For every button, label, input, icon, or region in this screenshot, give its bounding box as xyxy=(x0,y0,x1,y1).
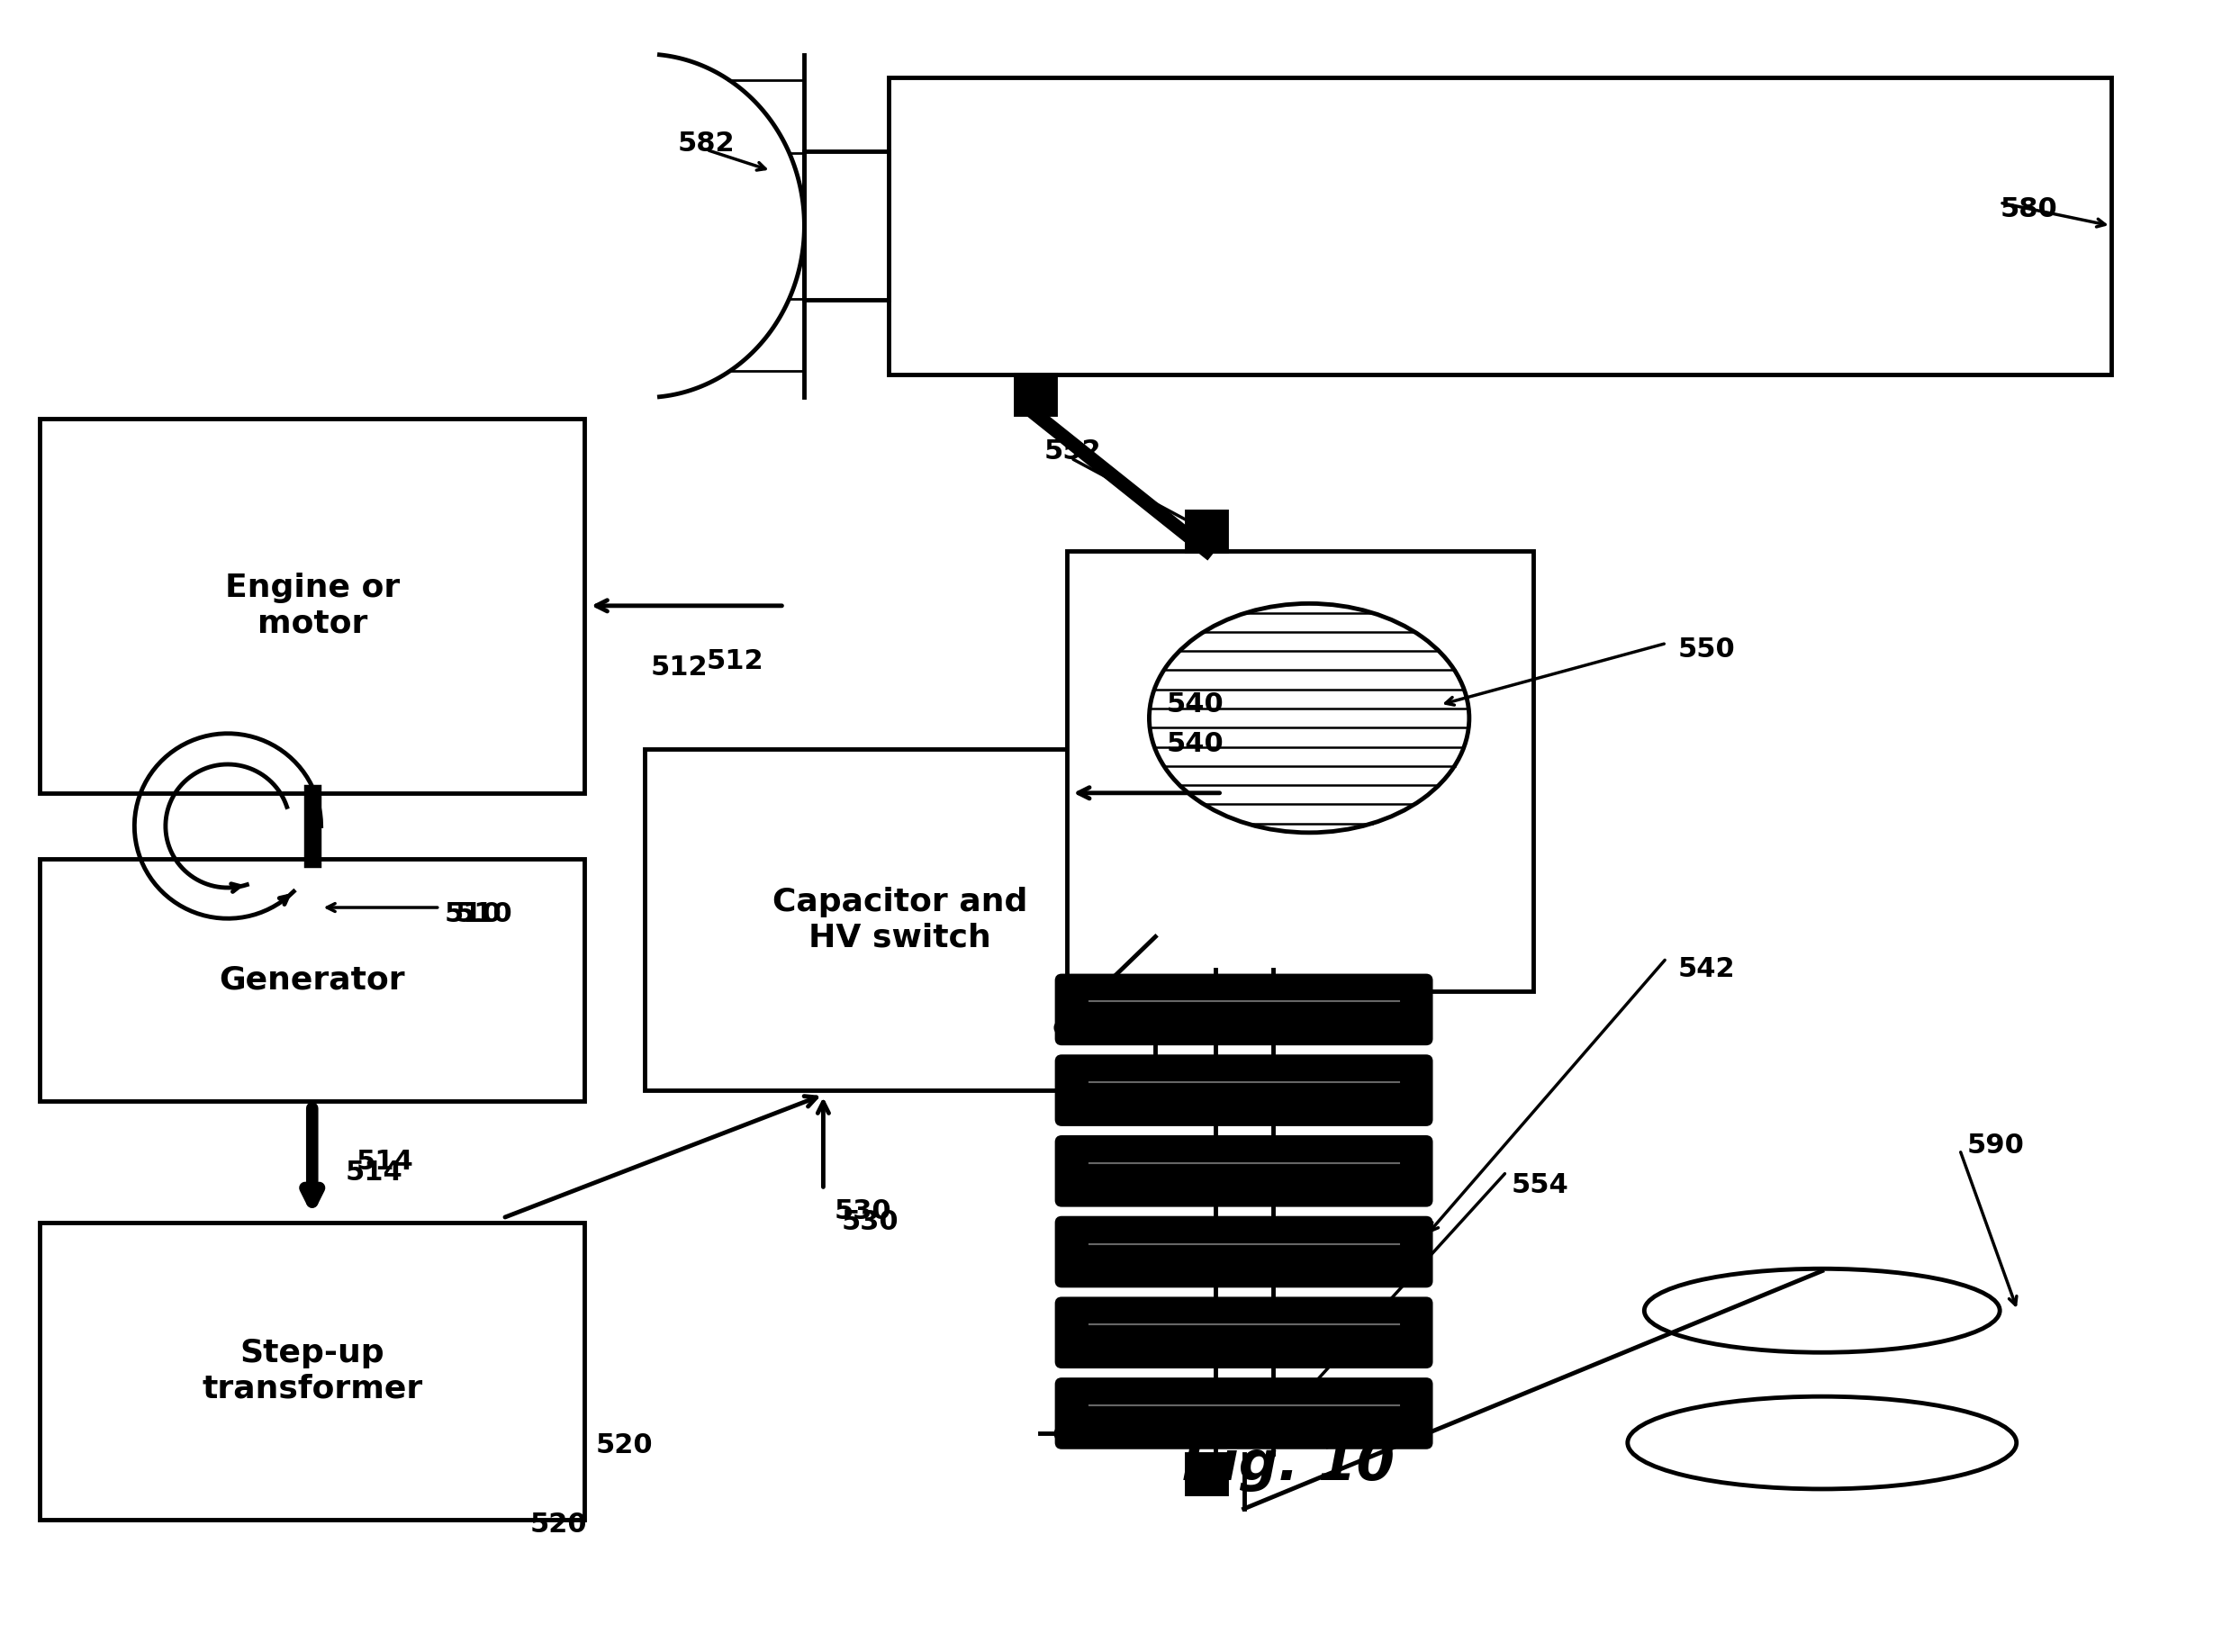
Bar xyxy=(40,1222,584,1520)
Bar xyxy=(1187,1454,1227,1493)
Bar xyxy=(40,859,584,1102)
Text: Step-up
transformer: Step-up transformer xyxy=(202,1338,422,1404)
Ellipse shape xyxy=(1627,1396,2018,1488)
Bar xyxy=(1187,510,1227,550)
Text: 540: 540 xyxy=(1167,692,1224,719)
Text: 550: 550 xyxy=(1678,636,1735,662)
Text: 510: 510 xyxy=(456,900,513,927)
Text: 542: 542 xyxy=(1678,957,1735,983)
FancyBboxPatch shape xyxy=(1058,1218,1431,1287)
FancyBboxPatch shape xyxy=(1055,1137,1431,1206)
Text: 552: 552 xyxy=(1044,438,1102,464)
Text: 582: 582 xyxy=(678,131,735,157)
Bar xyxy=(644,748,1155,1090)
Bar xyxy=(40,418,584,793)
Text: 520: 520 xyxy=(595,1432,653,1459)
Ellipse shape xyxy=(1644,1269,2000,1353)
Text: 512: 512 xyxy=(707,648,764,674)
Text: 530: 530 xyxy=(835,1198,891,1224)
FancyBboxPatch shape xyxy=(1058,1056,1431,1125)
Text: 520: 520 xyxy=(531,1512,587,1538)
Bar xyxy=(1015,375,1055,415)
Bar xyxy=(804,152,889,301)
FancyBboxPatch shape xyxy=(1055,975,1431,1044)
FancyBboxPatch shape xyxy=(1055,1056,1431,1125)
Ellipse shape xyxy=(1149,603,1469,833)
Text: 512: 512 xyxy=(651,654,709,681)
Text: 510: 510 xyxy=(444,900,502,927)
Bar xyxy=(889,78,2111,375)
Bar xyxy=(1067,550,1533,991)
Text: Capacitor and
HV switch: Capacitor and HV switch xyxy=(773,887,1027,953)
Text: Generator: Generator xyxy=(220,965,404,996)
FancyBboxPatch shape xyxy=(1055,1379,1431,1447)
Text: 530: 530 xyxy=(840,1209,898,1236)
FancyBboxPatch shape xyxy=(1058,1137,1431,1206)
Text: Fig. 10: Fig. 10 xyxy=(1182,1439,1395,1492)
Text: 540: 540 xyxy=(1167,732,1224,758)
FancyBboxPatch shape xyxy=(1055,1298,1431,1368)
Text: 554: 554 xyxy=(1511,1171,1569,1198)
Text: 514: 514 xyxy=(347,1160,402,1186)
FancyBboxPatch shape xyxy=(1058,975,1431,1044)
FancyBboxPatch shape xyxy=(1055,1218,1431,1287)
FancyBboxPatch shape xyxy=(1058,1378,1431,1449)
Text: 590: 590 xyxy=(1966,1132,2024,1158)
Text: Engine or
motor: Engine or motor xyxy=(224,573,400,639)
Text: 580: 580 xyxy=(2000,197,2058,223)
FancyBboxPatch shape xyxy=(1058,1297,1431,1368)
Text: 514: 514 xyxy=(356,1148,413,1175)
